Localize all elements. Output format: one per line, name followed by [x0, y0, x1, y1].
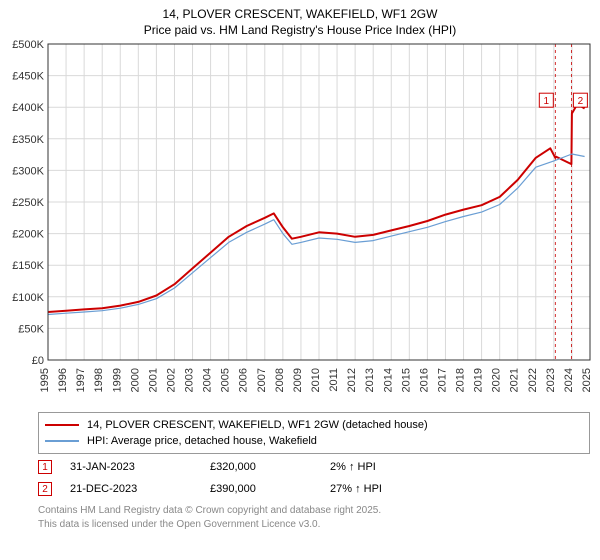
event-row: 1 31-JAN-2023£320,0002% ↑ HPI: [38, 456, 590, 478]
svg-text:£500K: £500K: [12, 39, 44, 51]
event-marker: 1: [38, 460, 52, 474]
svg-text:2017: 2017: [436, 368, 448, 392]
svg-text:2008: 2008: [274, 368, 286, 392]
legend-item: HPI: Average price, detached house, Wake…: [45, 433, 583, 449]
svg-text:£400K: £400K: [12, 102, 44, 114]
legend-swatch: [45, 424, 79, 426]
event-date: 31-JAN-2023: [70, 461, 210, 473]
event-price: £390,000: [210, 483, 330, 495]
event-date: 21-DEC-2023: [70, 483, 210, 495]
event-row: 2 21-DEC-2023£390,00027% ↑ HPI: [38, 478, 590, 500]
legend-label: 14, PLOVER CRESCENT, WAKEFIELD, WF1 2GW …: [87, 419, 428, 431]
chart-title-block: 14, PLOVER CRESCENT, WAKEFIELD, WF1 2GW …: [0, 0, 600, 38]
line-chart-svg: £0 £50K £100K £150K £200K £250K £300K £350K £400…: [0, 38, 600, 408]
svg-text:2: 2: [578, 96, 584, 107]
event-pct: 27% ↑ HPI: [330, 483, 590, 495]
svg-text:2000: 2000: [129, 368, 141, 392]
svg-text:£450K: £450K: [12, 71, 44, 83]
svg-text:2010: 2010: [310, 368, 322, 392]
svg-text:£250K: £250K: [12, 197, 44, 209]
svg-text:2021: 2021: [509, 368, 521, 392]
event-price: £320,000: [210, 461, 330, 473]
svg-text:2016: 2016: [418, 368, 430, 392]
svg-text:2002: 2002: [165, 368, 177, 392]
event-table: 1 31-JAN-2023£320,0002% ↑ HPI 2 21-DEC-2023…: [38, 456, 590, 500]
svg-text:2007: 2007: [256, 368, 268, 392]
svg-text:2013: 2013: [364, 368, 376, 392]
svg-text:2015: 2015: [400, 368, 412, 392]
footer-line-2: This data is licensed under the Open Gov…: [38, 518, 381, 532]
svg-text:2022: 2022: [527, 368, 539, 392]
svg-text:£50K: £50K: [18, 323, 44, 335]
svg-text:1995: 1995: [39, 368, 51, 392]
title-line-2: Price paid vs. HM Land Registry's House …: [0, 22, 600, 38]
svg-text:2012: 2012: [346, 368, 358, 392]
svg-text:2023: 2023: [545, 368, 557, 392]
footer-attribution: Contains HM Land Registry data © Crown c…: [38, 504, 381, 531]
chart-area: £0 £50K £100K £150K £200K £250K £300K £350K £400…: [0, 38, 600, 408]
legend-label: HPI: Average price, detached house, Wake…: [87, 435, 317, 447]
svg-text:2011: 2011: [328, 368, 340, 392]
footer-line-1: Contains HM Land Registry data © Crown c…: [38, 504, 381, 518]
svg-text:£100K: £100K: [12, 292, 44, 304]
svg-text:1998: 1998: [93, 368, 105, 392]
legend: 14, PLOVER CRESCENT, WAKEFIELD, WF1 2GW …: [38, 412, 590, 454]
svg-text:2006: 2006: [238, 368, 250, 392]
legend-item: 14, PLOVER CRESCENT, WAKEFIELD, WF1 2GW …: [45, 417, 583, 433]
svg-text:£0: £0: [32, 355, 44, 367]
svg-text:1996: 1996: [57, 368, 69, 392]
svg-text:2009: 2009: [292, 368, 304, 392]
event-marker: 2: [38, 482, 52, 496]
svg-text:2005: 2005: [220, 368, 232, 392]
svg-text:£200K: £200K: [12, 229, 44, 241]
legend-swatch: [45, 440, 79, 441]
svg-text:2019: 2019: [473, 368, 485, 392]
svg-text:£350K: £350K: [12, 134, 44, 146]
svg-text:2003: 2003: [184, 368, 196, 392]
svg-text:2020: 2020: [491, 368, 503, 392]
svg-text:2024: 2024: [563, 368, 575, 392]
svg-text:1997: 1997: [75, 368, 87, 392]
svg-text:2004: 2004: [202, 368, 214, 392]
svg-text:£150K: £150K: [12, 260, 44, 272]
svg-text:1999: 1999: [111, 368, 123, 392]
svg-text:1: 1: [544, 96, 550, 107]
svg-text:2014: 2014: [382, 368, 394, 392]
svg-text:2001: 2001: [147, 368, 159, 392]
svg-text:£300K: £300K: [12, 165, 44, 177]
title-line-1: 14, PLOVER CRESCENT, WAKEFIELD, WF1 2GW: [0, 6, 600, 22]
svg-text:2025: 2025: [581, 368, 593, 392]
event-pct: 2% ↑ HPI: [330, 461, 590, 473]
svg-text:2018: 2018: [455, 368, 467, 392]
